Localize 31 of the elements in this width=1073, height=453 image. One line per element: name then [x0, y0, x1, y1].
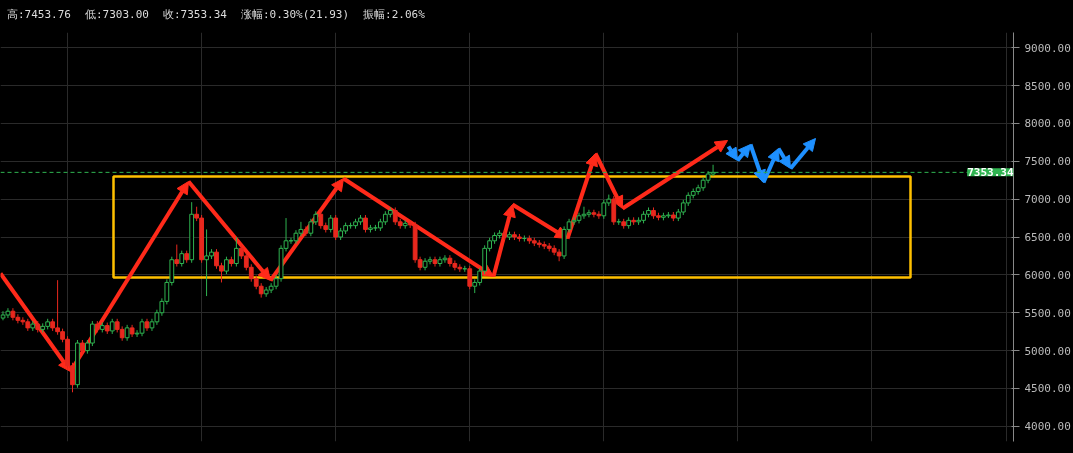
candlestick	[89, 320, 95, 347]
y-tick-label: 9000.00	[1024, 41, 1071, 55]
y-tick-label: 6500.00	[1024, 231, 1071, 244]
candlestick	[611, 195, 617, 226]
candlestick	[591, 209, 597, 218]
y-tick-label: 6000.00	[1024, 268, 1071, 282]
y-tick-label: 8000.00	[1024, 117, 1071, 131]
y-tick-label: 4500.00	[1024, 382, 1071, 396]
y-tick-label: 5000.00	[1024, 344, 1071, 358]
candlestick	[437, 256, 443, 268]
text: 高:7453.76	[7, 8, 71, 21]
candlestick	[467, 265, 473, 290]
ref-line-label: 7353.34	[967, 166, 1014, 180]
y-tick-label: 7000.00	[1024, 193, 1071, 207]
text: 低:7303.00	[84, 8, 149, 21]
candlestick	[174, 244, 180, 268]
candlestick	[5, 307, 11, 319]
y-tick-label: 7500.00	[1024, 155, 1071, 169]
candlestick	[556, 248, 562, 262]
text: 收:7353.34	[162, 8, 227, 21]
candlestick	[447, 254, 453, 268]
y-tick-label: 4000.00	[1024, 420, 1071, 434]
text: 振幅:2.06%	[363, 8, 425, 21]
text: 涨幅:0.30%(21.93)	[240, 8, 350, 21]
candlestick	[233, 236, 239, 268]
candlestick	[601, 199, 607, 220]
candlestick	[333, 214, 339, 241]
candlestick	[303, 225, 309, 237]
y-tick-label: 5500.00	[1024, 306, 1071, 320]
candlestick	[432, 256, 438, 268]
y-tick-label: 8500.00	[1024, 79, 1071, 93]
